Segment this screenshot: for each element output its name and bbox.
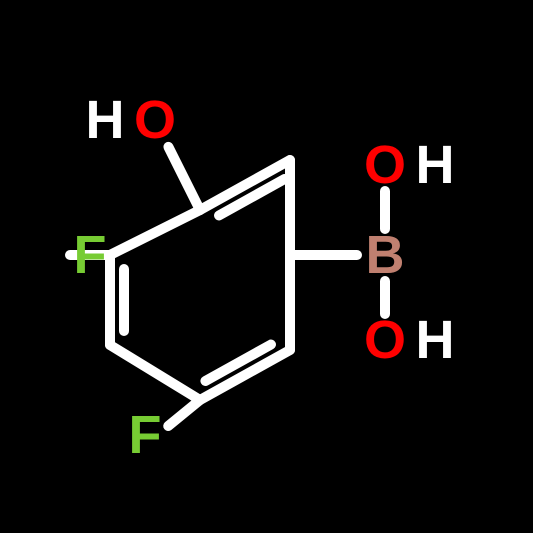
atom-f: F: [129, 405, 162, 465]
atom-o: O: [364, 310, 406, 370]
atom-h: H: [86, 90, 125, 150]
atom-h: H: [416, 310, 455, 370]
atom-o: O: [134, 90, 176, 150]
atom-f: F: [74, 225, 107, 285]
atom-o: O: [364, 135, 406, 195]
atom-h: H: [416, 135, 455, 195]
molecule-diagram: BOHOHOHFF: [0, 0, 533, 533]
atom-b: B: [366, 225, 405, 285]
